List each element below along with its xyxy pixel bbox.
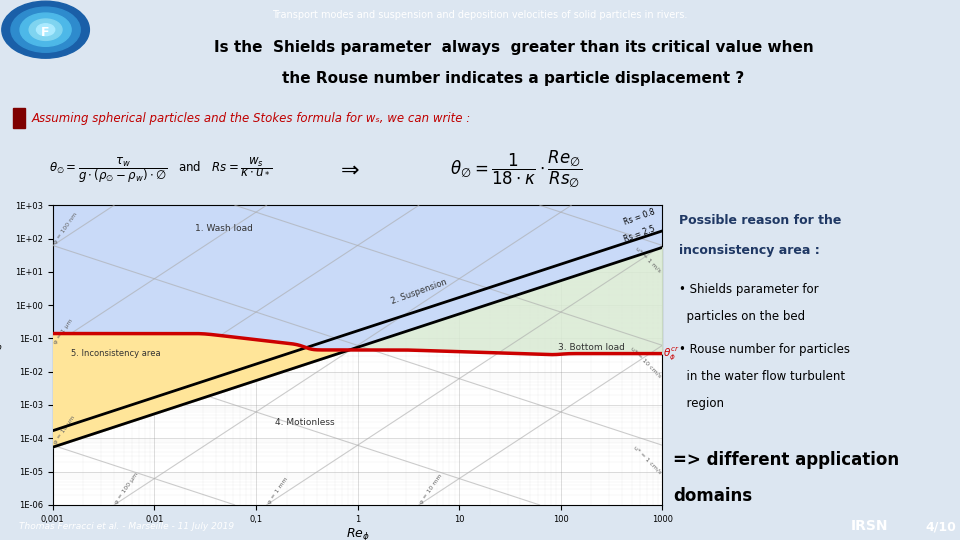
Text: the Rouse number indicates a particle displacement ?: the Rouse number indicates a particle di…	[282, 71, 745, 86]
Text: 5. Inconsistency area: 5. Inconsistency area	[71, 349, 160, 358]
Text: F: F	[41, 26, 50, 39]
Y-axis label: $\theta_\phi$: $\theta_\phi$	[0, 337, 3, 355]
Text: u* = 10 cm/s: u* = 10 cm/s	[630, 346, 662, 378]
Text: 3. Bottom load: 3. Bottom load	[558, 342, 625, 352]
Circle shape	[20, 13, 71, 46]
Text: $\boldsymbol{\theta_\emptyset} = \dfrac{1}{18 \cdot \kappa} \cdot \dfrac{Re_\emp: $\boldsymbol{\theta_\emptyset} = \dfrac{…	[450, 149, 582, 191]
Text: domains: domains	[673, 487, 752, 505]
Text: • Shields parameter for: • Shields parameter for	[679, 283, 818, 296]
Text: 4. Motionless: 4. Motionless	[275, 418, 334, 427]
Text: Assuming spherical particles and the Stokes formula for wₛ, we can write :: Assuming spherical particles and the Sto…	[32, 112, 471, 125]
Circle shape	[2, 1, 89, 58]
Text: 2. Suspension: 2. Suspension	[390, 278, 448, 306]
Text: φ = 1 μm: φ = 1 μm	[53, 319, 74, 346]
X-axis label: $Re_\phi$: $Re_\phi$	[346, 526, 370, 540]
Circle shape	[36, 24, 55, 36]
Text: φ = 100 μm: φ = 100 μm	[114, 471, 140, 505]
Text: Rs = 0.8: Rs = 0.8	[623, 207, 657, 227]
Text: 1. Wash load: 1. Wash load	[195, 224, 252, 233]
Text: => different application: => different application	[673, 451, 899, 469]
Text: particles on the bed: particles on the bed	[679, 310, 804, 323]
Text: $\Rightarrow$: $\Rightarrow$	[336, 160, 359, 180]
Text: Is the  Shields parameter  always  greater than its critical value when: Is the Shields parameter always greater …	[214, 39, 813, 55]
Text: Possible reason for the: Possible reason for the	[679, 214, 841, 227]
Text: region: region	[679, 397, 724, 410]
Text: in the water flow turbulent: in the water flow turbulent	[679, 370, 845, 383]
Text: φ = 10 μm: φ = 10 μm	[53, 415, 76, 445]
Circle shape	[29, 19, 62, 40]
Text: $\theta_\phi^{cr}$: $\theta_\phi^{cr}$	[662, 345, 680, 362]
Text: Thomas Ferracci et al. - Marseille - 11 July 2019: Thomas Ferracci et al. - Marseille - 11 …	[19, 522, 234, 531]
Text: 4/10: 4/10	[925, 520, 956, 533]
Text: φ = 100 nm: φ = 100 nm	[53, 212, 79, 246]
Text: Transport modes and suspension and deposition velocities of solid particles in r: Transport modes and suspension and depos…	[273, 10, 687, 20]
Text: • Rouse number for particles: • Rouse number for particles	[679, 343, 850, 356]
Text: φ = 10 mm: φ = 10 mm	[420, 473, 444, 505]
Circle shape	[11, 7, 81, 52]
Text: u* = 1 m/s: u* = 1 m/s	[635, 246, 662, 273]
Text: $\theta_\emptyset = \dfrac{\tau_w}{g \cdot (\rho_\emptyset - \rho_w) \cdot \empt: $\theta_\emptyset = \dfrac{\tau_w}{g \cd…	[49, 155, 272, 185]
Text: inconsistency area :: inconsistency area :	[679, 244, 819, 257]
Bar	[12, 108, 25, 128]
Text: Rs = 2.5: Rs = 2.5	[623, 224, 657, 244]
Text: u* = 1 cm/s: u* = 1 cm/s	[633, 446, 662, 475]
Text: φ = 1 mm: φ = 1 mm	[267, 476, 289, 505]
Text: IRSN: IRSN	[851, 519, 889, 534]
